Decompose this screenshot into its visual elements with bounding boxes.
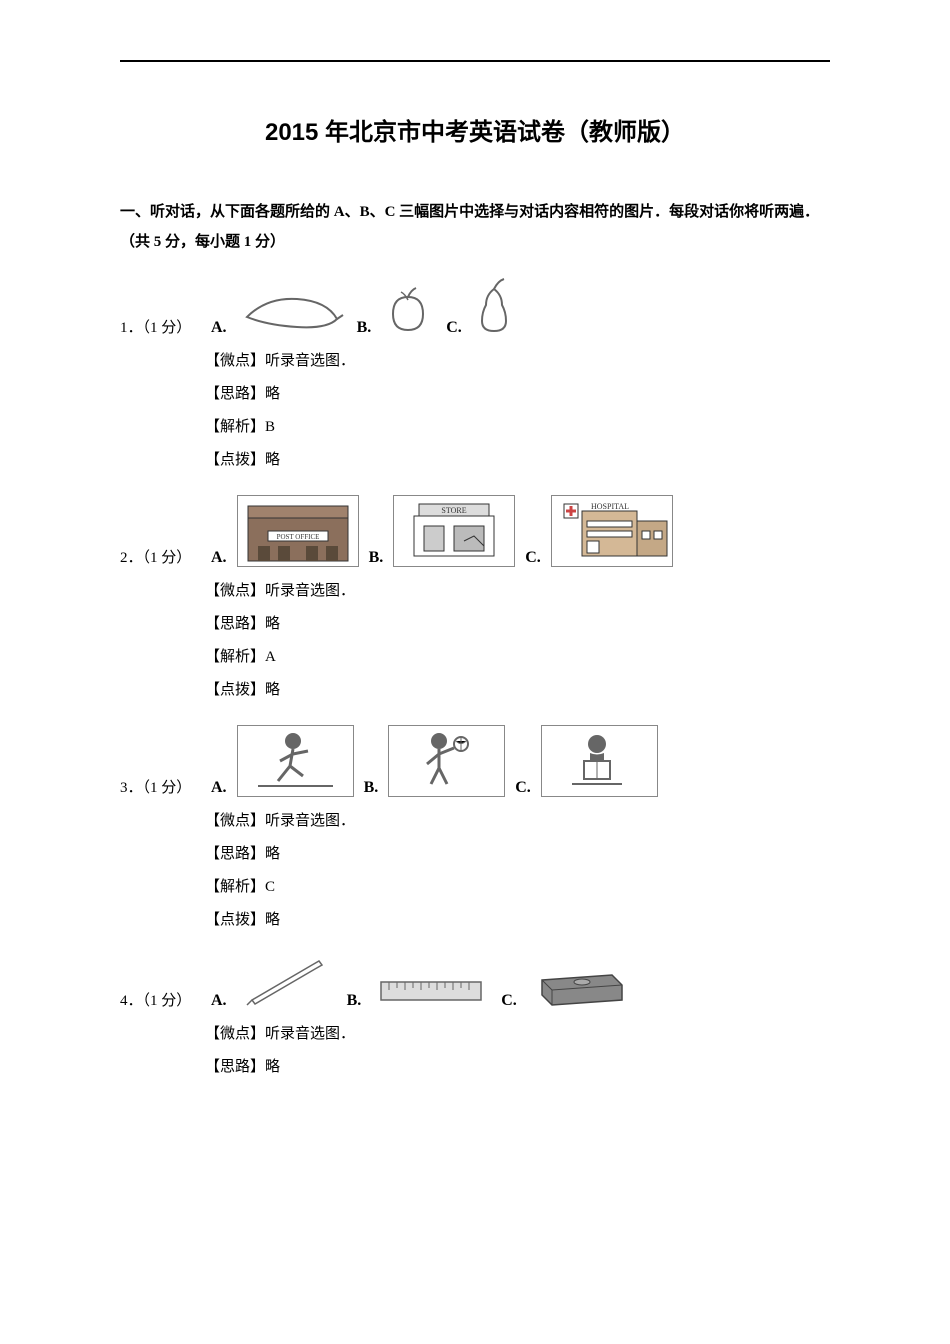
q1-db-text: 略 [265,452,280,468]
q4-opt-a-label: A. [211,992,227,1010]
q1-wd-text: 听录音选图． [265,353,355,369]
q4-analysis: 【微点】听录音选图． 【思路】略 [205,1018,830,1084]
q4-sl-label: 【思路】 [205,1059,265,1075]
q2-img-a-postoffice: POST OFFICE [237,495,359,567]
q2-sl-label: 【思路】 [205,616,265,632]
q3-opt-c-label: C. [515,779,531,797]
q2-db-text: 略 [265,682,280,698]
question-2: 2．（1 分） A. POST OFFICE B. STORE [120,495,830,707]
q2-sl-text: 略 [265,616,280,632]
q1-jx-label: 【解析】 [205,419,265,435]
q2-wd-label: 【微点】 [205,583,265,599]
q3-db-text: 略 [265,912,280,928]
q2-opt-b-label: B. [369,549,384,567]
q1-opt-b-label: B. [357,319,372,337]
section-one-header: 一、听对话，从下面各题所给的 A、B、C 三幅图片中选择与对话内容相符的图片．每… [120,197,830,257]
question-3: 3．（1 分） A. B. C. [120,725,830,937]
header-line [120,60,830,62]
q4-img-b-ruler [371,970,491,1010]
q4-sl-text: 略 [265,1059,280,1075]
q1-img-b-apple [381,282,436,337]
q2-opt-a-label: A. [211,549,227,567]
q1-analysis: 【微点】听录音选图． 【思路】略 【解析】B 【点拨】略 [205,345,830,477]
q4-img-a-pen [237,955,337,1010]
q3-jx-text: C [265,879,275,895]
svg-text:STORE: STORE [442,506,467,515]
q4-img-c-pencilcase [527,960,637,1010]
q2-wd-text: 听录音选图． [265,583,355,599]
q3-analysis: 【微点】听录音选图． 【思路】略 【解析】C 【点拨】略 [205,805,830,937]
q4-opt-b-label: B. [347,992,362,1010]
q2-number: 2．（1 分） [120,546,205,567]
q1-img-a-banana [237,287,347,337]
q3-img-a-running [237,725,354,797]
svg-text:POST OFFICE: POST OFFICE [276,533,319,541]
q3-opt-a-label: A. [211,779,227,797]
q3-opt-b-label: B. [364,779,379,797]
q1-options: 1．（1 分） A. B. C. [120,277,830,337]
q3-jx-label: 【解析】 [205,879,265,895]
page-container: 2015 年北京市中考英语试卷（教师版） 一、听对话，从下面各题所给的 A、B、… [0,0,950,1142]
q1-sl-label: 【思路】 [205,386,265,402]
q1-opt-a-label: A. [211,319,227,337]
q1-number: 1．（1 分） [120,316,205,337]
question-1: 1．（1 分） A. B. C. [120,277,830,477]
q2-img-b-store: STORE [393,495,515,567]
q2-opt-c-label: C. [525,549,541,567]
q2-options: 2．（1 分） A. POST OFFICE B. STORE [120,495,830,567]
question-4: 4．（1 分） A. B. [120,955,830,1084]
q4-opt-c-label: C. [501,992,517,1010]
q1-img-c-pear [472,277,517,337]
q2-jx-label: 【解析】 [205,649,265,665]
q4-wd-label: 【微点】 [205,1026,265,1042]
q3-sl-label: 【思路】 [205,846,265,862]
q3-db-label: 【点拨】 [205,912,265,928]
q1-opt-c-label: C. [446,319,462,337]
q3-img-c-reading [541,725,658,797]
q3-number: 3．（1 分） [120,776,205,797]
q3-img-b-basketball [388,725,505,797]
q4-number: 4．（1 分） [120,989,205,1010]
q1-jx-text: B [265,419,275,435]
q3-wd-text: 听录音选图． [265,813,355,829]
q2-analysis: 【微点】听录音选图． 【思路】略 【解析】A 【点拨】略 [205,575,830,707]
q3-wd-label: 【微点】 [205,813,265,829]
q1-db-label: 【点拨】 [205,452,265,468]
exam-title: 2015 年北京市中考英语试卷（教师版） [120,112,830,147]
q2-jx-text: A [265,649,276,665]
q4-options: 4．（1 分） A. B. [120,955,830,1010]
q1-sl-text: 略 [265,386,280,402]
q4-wd-text: 听录音选图． [265,1026,355,1042]
svg-text:HOSPITAL: HOSPITAL [591,502,629,511]
q3-options: 3．（1 分） A. B. C. [120,725,830,797]
q2-img-c-hospital: HOSPITAL [551,495,673,567]
q1-wd-label: 【微点】 [205,353,265,369]
q2-db-label: 【点拨】 [205,682,265,698]
q3-sl-text: 略 [265,846,280,862]
